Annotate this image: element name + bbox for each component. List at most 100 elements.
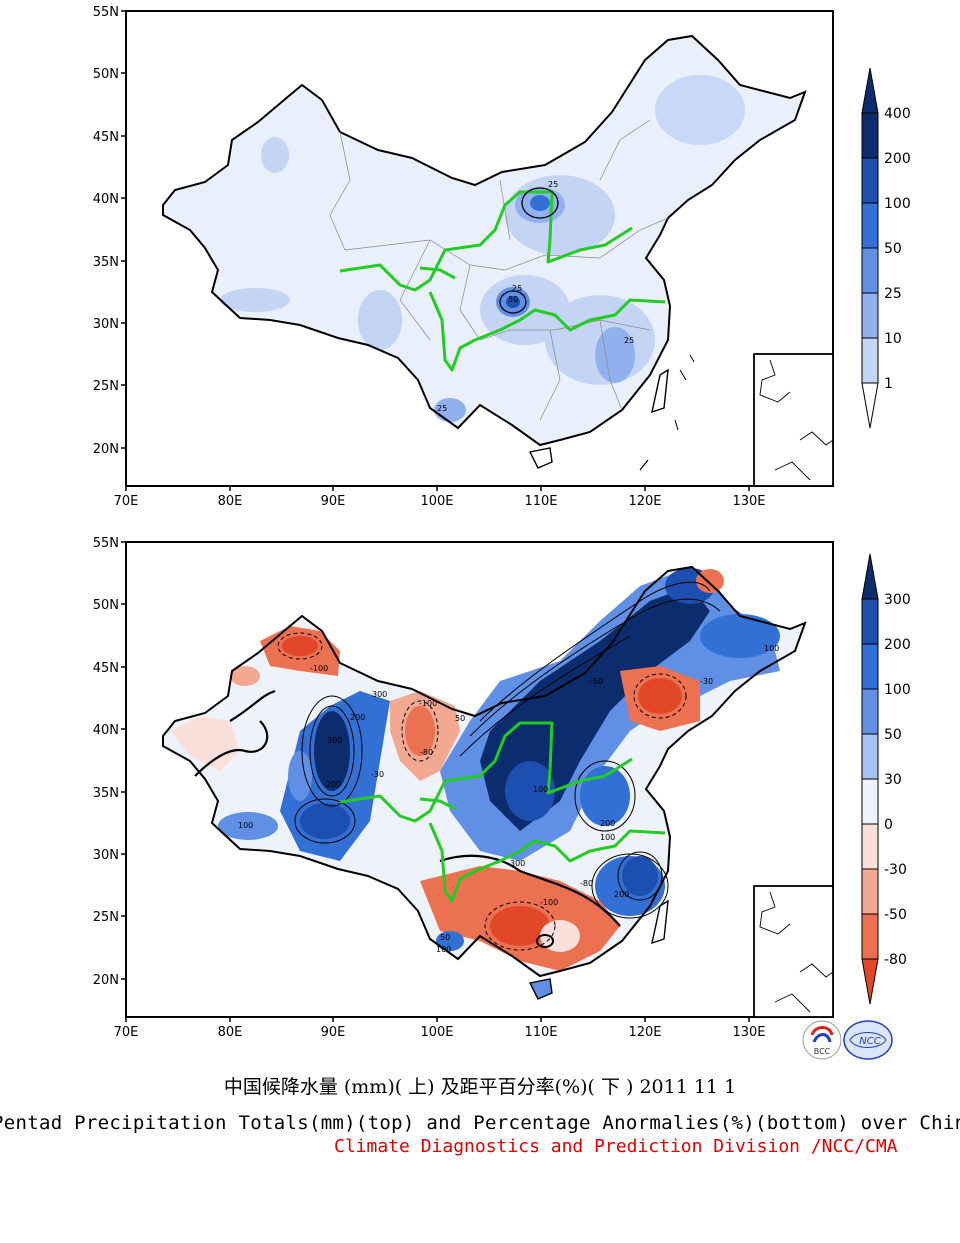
bottom-contour-label: 300 (372, 690, 387, 699)
bottom-anomaly-shading (170, 568, 780, 971)
bottom-x-axis: 70E 80E 90E 100E 110E 120E 130E (114, 1025, 766, 1040)
colorbar-segment (861, 598, 879, 645)
colorbar-segment (861, 913, 879, 960)
bottom-x-tick: 110E (524, 1025, 557, 1040)
colorbar-segment (861, 778, 879, 825)
colorbar-label: 200 (884, 637, 911, 653)
colorbar-label: -30 (884, 862, 907, 878)
bottom-x-tick: 120E (628, 1025, 661, 1040)
bottom-contour-label: 50 (455, 714, 465, 723)
top-x-tick: 130E (732, 494, 765, 509)
bottom-contour-label: 200 (600, 819, 615, 828)
credit-line: Climate Diagnostics and Prediction Divis… (334, 1136, 898, 1157)
bottom-rivers (339, 721, 666, 903)
bottom-x-tick: 130E (732, 1025, 765, 1040)
bottom-contour-label: 100 (764, 644, 779, 653)
top-map-panel: 25 50 25 25 25 55N 50N 45N 40N 35N 30N 2… (93, 5, 911, 509)
colorbar-segment (861, 868, 879, 915)
top-x-tick: 120E (628, 494, 661, 509)
bottom-y-tick: 25N (93, 910, 119, 925)
bottom-contours (277, 581, 721, 951)
colorbar-segment (861, 688, 879, 735)
bottom-contour-label: 200 (614, 890, 629, 899)
colorbar-label: 100 (884, 682, 911, 698)
bottom-contour-label: 300 (327, 736, 342, 745)
top-y-tick: 20N (93, 442, 119, 457)
colorbar-segment (861, 247, 879, 294)
top-x-tick: 70E (114, 494, 139, 509)
colorbar-label: 10 (884, 331, 902, 347)
bottom-contour-label: 200 (350, 713, 365, 722)
top-x-axis: 70E 80E 90E 100E 110E 120E 130E (114, 494, 766, 509)
bottom-y-tick: 45N (93, 661, 119, 676)
bottom-y-tick: 50N (93, 598, 119, 613)
bottom-contour-label: -50 (590, 677, 603, 686)
colorbar-label: 100 (884, 196, 911, 212)
top-y-tick: 55N (93, 5, 119, 20)
top-contour-label: 25 (437, 404, 447, 413)
colorbar-segment (861, 733, 879, 780)
colorbar-segment (861, 823, 879, 870)
colorbar-label: 25 (884, 286, 902, 302)
bottom-x-tick: 90E (321, 1025, 346, 1040)
colorbar-segment (861, 112, 879, 159)
bottom-map-panel: 300 200 100 100 -100 300 200 -100 -80 -3… (93, 536, 911, 1040)
bottom-colorbar-bottom-arrow (861, 958, 879, 1005)
top-colorbar-arrow (861, 67, 879, 114)
bottom-contour-label: -80 (580, 879, 593, 888)
top-contour-label: 25 (624, 336, 634, 345)
bottom-y-tick: 40N (93, 723, 119, 738)
colorbar-label: 200 (884, 151, 911, 167)
bottom-contour-label: 200 (326, 780, 341, 789)
top-contour-label: 50 (508, 295, 518, 304)
bottom-x-tick: 100E (420, 1025, 453, 1040)
bcc-logo: BCC (802, 1020, 842, 1060)
english-title: Pentad Precipitation Totals(mm)(top) and… (0, 1112, 960, 1134)
bottom-contour-label: -30 (371, 770, 384, 779)
bottom-contour-label: 100 (600, 833, 615, 842)
colorbar-label: 300 (884, 592, 911, 608)
bottom-y-tick: 30N (93, 848, 119, 863)
bottom-x-tick: 70E (114, 1025, 139, 1040)
top-south-china-sea-inset (753, 353, 833, 486)
colorbar-label: -50 (884, 907, 907, 923)
bottom-contour-label: 300 (510, 859, 525, 868)
top-x-tick: 80E (218, 494, 243, 509)
bottom-y-axis: 55N 50N 45N 40N 35N 30N 25N 20N (93, 536, 119, 988)
top-y-tick: 25N (93, 379, 119, 394)
bottom-contour-label: -80 (420, 748, 433, 757)
top-y-tick: 45N (93, 130, 119, 145)
top-x-tick: 90E (321, 494, 346, 509)
bottom-contour-label: -30 (700, 677, 713, 686)
bottom-contour-label: -100 (310, 664, 328, 673)
bottom-contour-label: 100 (238, 821, 253, 830)
top-x-tick: 100E (420, 494, 453, 509)
colorbar-label: -80 (884, 952, 907, 968)
bottom-y-tick: 35N (93, 786, 119, 801)
colorbar-label: 0 (884, 817, 893, 833)
colorbar-segment (861, 337, 879, 384)
top-y-tick: 40N (93, 192, 119, 207)
bottom-colorbar-top-arrow (861, 553, 879, 600)
ncc-logo: NCC (843, 1020, 893, 1060)
colorbar-segment (861, 202, 879, 249)
colorbar-label: 1 (884, 376, 893, 392)
colorbar-segment (861, 643, 879, 690)
bottom-contour-label: 100 (533, 785, 548, 794)
bottom-colorbar: 300 200 100 50 30 0 -30 -50 -80 (861, 553, 911, 1005)
top-y-tick: 50N (93, 67, 119, 82)
colorbar-label: 400 (884, 106, 911, 122)
top-y-axis: 55N 50N 45N 40N 35N 30N 25N 20N (93, 5, 119, 457)
colorbar-segment (861, 157, 879, 204)
top-y-tick: 30N (93, 317, 119, 332)
colorbar-label: 50 (884, 727, 902, 743)
bottom-y-tick: 55N (93, 536, 119, 551)
bottom-contour-label: -100 (540, 898, 558, 907)
chinese-title: 中国候降水量 (mm)( 上) 及距平百分率(%)( 下 ) 2011 11 1 (223, 1076, 737, 1098)
bottom-x-tick: 80E (218, 1025, 243, 1040)
top-precip-shading (220, 75, 745, 422)
colorbar-label: 30 (884, 772, 902, 788)
bcc-logo-text: BCC (814, 1047, 831, 1056)
top-x-tick: 110E (524, 494, 557, 509)
